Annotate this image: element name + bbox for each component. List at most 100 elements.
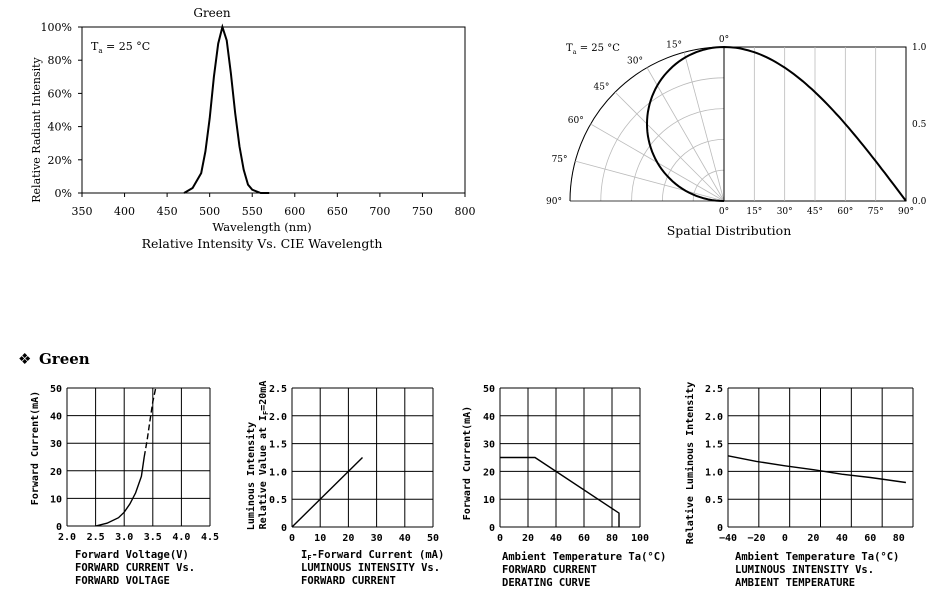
spatial-right-gridlines (753, 47, 877, 201)
spatial-x-label: 0° (719, 207, 729, 217)
lum-temp-plot: 0 0.5 1.0 1.5 2.0 2.5 −40 −20 0 20 40 60 80 (705, 384, 914, 544)
spatial-x-label: 15° (746, 207, 762, 217)
g-dr-y-tick-label: 40 (483, 412, 495, 423)
spatial-angle-label: 60° (568, 116, 584, 126)
spatial-radial-line (575, 160, 725, 202)
lum-current-x-label: IF-Forward Current (mA) (301, 549, 444, 562)
lum-temp-y-label: Relative Luminous Intensity (684, 382, 696, 545)
spectrum-y-label: Relative Radiant Intensity (30, 56, 43, 202)
spatial-x-label: 60° (837, 207, 853, 217)
iv-chart: 0 10 20 30 40 50 2.0 2.5 3.0 3.5 4.0 4.5 Forward Cu… (30, 384, 219, 587)
spatial-angle-label: 0° (719, 35, 729, 45)
lum-current-y-label-2: Relative Value at IF=20mA (257, 381, 270, 530)
g-iv-x-tick-label: 4.0 (172, 532, 190, 543)
g-iv-x-tick-label: 2.5 (87, 532, 105, 543)
g-iv-y-tick-label: 0 (56, 522, 62, 533)
g-dr-y-tick-label: 20 (483, 467, 495, 478)
spatial-annotation: Ta = 25 °C (566, 43, 620, 56)
spatial-y-labels: 1.0 0.5 0.0 (912, 43, 927, 207)
spatial-polar-grid (569, 46, 725, 202)
derating-line (500, 456, 620, 527)
g-lc-y-tick-label: 0.5 (269, 495, 287, 506)
section-heading: ❖ Green (18, 350, 90, 368)
spatial-angle-label: 45° (593, 82, 609, 92)
spatial-chart: 0° 15° 30° 45° 60° 75° 90° 0° 15° 30° 45° 60° 75° 90… (546, 35, 927, 238)
spatial-x-label: 90° (898, 207, 914, 217)
spatial-y-label: 1.0 (912, 43, 927, 53)
spectrum-x-ticks: 350 400 450 500 550 600 650 700 750 800 (72, 193, 476, 218)
spectrum-x-label: Wavelength (nm) (212, 220, 311, 234)
spectrum-x-tick-label: 550 (242, 205, 263, 218)
g-iv-x-tick-label: 3.0 (115, 532, 133, 543)
spectrum-x-tick-label: 350 (72, 205, 93, 218)
spectrum-title: Relative Intensity Vs. CIE Wavelength (142, 236, 383, 251)
spatial-x-label: 30° (777, 207, 793, 217)
g-lc-y-tick-label: 2.5 (269, 384, 287, 395)
lum-current-y-label-1: Luminous Intensity (245, 422, 257, 530)
iv-caption-line1: FORWARD CURRENT Vs. (75, 562, 195, 574)
lum-current-caption-line1: LUMINOUS INTENSITY Vs. (301, 562, 440, 574)
spectrum-plot-frame (81, 26, 466, 194)
spatial-angle-label: 30° (627, 57, 643, 67)
spectrum-x-tick-label: 650 (327, 205, 348, 218)
spectrum-y-tick-label: 60% (48, 87, 72, 100)
spatial-x-labels: 0° 15° 30° 45° 60° 75° 90° (719, 207, 914, 217)
g-lt-x-tick-label: −20 (747, 533, 765, 544)
g-lc-x-tick-label: 10 (314, 533, 326, 544)
iv-curve-dashed (143, 387, 157, 458)
g-dr-x-tick-label: 100 (631, 533, 649, 544)
derating-chart: 0 10 20 30 40 50 0 20 40 60 80 100 Forward Current(… (462, 384, 666, 589)
spatial-curve (645, 45, 907, 202)
spectrum-y-tick-label: 100% (41, 21, 72, 34)
g-lt-x-tick-label: 0 (782, 533, 788, 544)
spatial-radial-line (646, 67, 725, 202)
g-lc-x-tick-label: 50 (427, 533, 439, 544)
g-dr-x-tick-label: 80 (606, 533, 618, 544)
g-iv-x-tick-label: 2.0 (58, 532, 76, 543)
spatial-radial-line (683, 52, 725, 202)
g-dr-y-tick-label: 0 (489, 523, 495, 534)
spectrum-curve (183, 23, 270, 194)
section-title: Green (39, 350, 90, 368)
lum-temp-line (727, 455, 906, 484)
iv-y-label: Forward Current(mA) (30, 391, 41, 505)
g-dr-x-tick-label: 0 (497, 533, 503, 544)
g-dr-x-tick-label: 20 (522, 533, 534, 544)
g-lc-x-tick-label: 30 (371, 533, 383, 544)
lum-temp-caption-line1: LUMINOUS INTENSITY Vs. (735, 564, 874, 576)
g-lt-y-tick-label: 1.5 (705, 440, 723, 451)
g-dr-x-tick-label: 60 (578, 533, 590, 544)
spectrum-x-tick-label: 400 (114, 205, 135, 218)
g-iv-x-tick-label: 3.5 (144, 532, 162, 543)
g-lt-x-tick-label: 40 (836, 533, 848, 544)
g-lt-x-tick-label: 60 (864, 533, 876, 544)
spatial-y-label: 0.0 (912, 197, 927, 207)
g-dr-y-tick-label: 50 (483, 384, 495, 395)
g-lt-x-tick-label: 20 (807, 533, 819, 544)
spectrum-x-tick-label: 750 (412, 205, 433, 218)
spectrum-y-ticks: 0% 20% 40% 60% 80% 100% (41, 21, 82, 200)
g-lc-x-tick-label: 0 (289, 533, 295, 544)
lum-current-chart: 0 0.5 1.0 1.5 2.0 2.5 0 10 20 30 40 50 Luminous Int… (245, 381, 444, 587)
bullet-icon: ❖ (18, 350, 31, 368)
spatial-angle-label: 75° (552, 155, 568, 165)
spatial-x-label: 45° (807, 207, 823, 217)
spectrum-x-tick-label: 600 (284, 205, 305, 218)
derating-caption-line1: FORWARD CURRENT (502, 564, 597, 576)
derating-y-label: Forward Current(mA) (462, 406, 473, 520)
derating-x-label: Ambient Temperature Ta(°C) (502, 551, 666, 563)
spatial-x-label: 75° (868, 207, 884, 217)
spectrum-annotation: Ta = 25 °C (91, 40, 150, 55)
spatial-angle-label: 15° (666, 41, 682, 51)
derating-plot: 0 10 20 30 40 50 0 20 40 60 80 100 (483, 384, 649, 544)
iv-plot: 0 10 20 30 40 50 2.0 2.5 3.0 3.5 4.0 4.5 (50, 384, 219, 543)
spectrum-chart: Green 0% 20% 40% 60% 80% 100% 350 400 450 500 550… (30, 6, 476, 251)
g-iv-y-tick-label: 50 (50, 384, 62, 395)
spatial-y-label: 0.5 (912, 120, 927, 130)
lum-temp-x-label: Ambient Temperature Ta(°C) (735, 551, 899, 563)
g-lc-y-tick-label: 0 (281, 523, 287, 534)
g-lc-x-tick-label: 20 (342, 533, 354, 544)
spatial-title: Spatial Distribution (667, 223, 792, 238)
g-lt-x-tick-label: −40 (719, 533, 737, 544)
